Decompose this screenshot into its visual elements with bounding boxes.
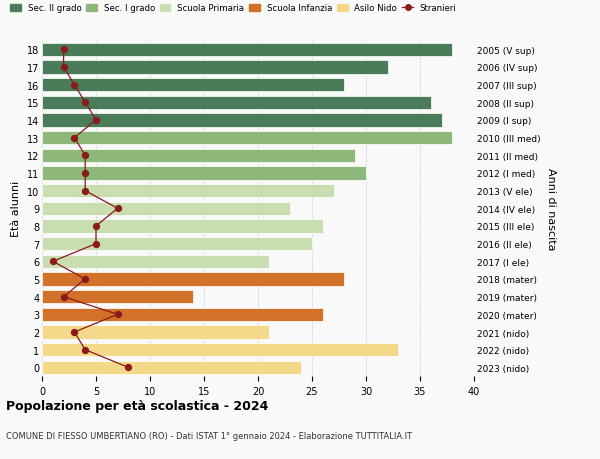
Bar: [42, 291, 193, 304]
Bar: [42, 149, 355, 162]
Point: [59, 46, 68, 54]
Point: [91, 223, 101, 230]
Point: [70, 329, 79, 336]
Point: [70, 82, 79, 89]
Point: [80, 346, 90, 353]
Bar: [42, 326, 269, 339]
Bar: [42, 255, 269, 269]
Bar: [42, 167, 366, 180]
Bar: [42, 273, 344, 286]
Point: [70, 134, 79, 142]
Y-axis label: Età alunni: Età alunni: [11, 181, 21, 237]
Bar: [42, 237, 312, 251]
Point: [59, 64, 68, 72]
Point: [80, 276, 90, 283]
Point: [80, 152, 90, 160]
Bar: [42, 220, 323, 233]
Text: COMUNE DI FIESSO UMBERTIANO (RO) - Dati ISTAT 1° gennaio 2024 - Elaborazione TUT: COMUNE DI FIESSO UMBERTIANO (RO) - Dati …: [6, 431, 412, 441]
Y-axis label: Anni di nascita: Anni di nascita: [546, 168, 556, 250]
Point: [113, 311, 122, 319]
Bar: [42, 79, 344, 92]
Text: Popolazione per età scolastica - 2024: Popolazione per età scolastica - 2024: [6, 399, 268, 412]
Bar: [42, 96, 431, 110]
Bar: [42, 308, 323, 321]
Bar: [42, 361, 301, 374]
Bar: [42, 44, 452, 57]
Legend: Sec. II grado, Sec. I grado, Scuola Primaria, Scuola Infanzia, Asilo Nido, Stran: Sec. II grado, Sec. I grado, Scuola Prim…: [10, 4, 457, 13]
Bar: [42, 185, 334, 198]
Point: [59, 293, 68, 301]
Bar: [42, 343, 398, 357]
Bar: [42, 202, 290, 215]
Point: [48, 258, 58, 265]
Point: [80, 170, 90, 177]
Bar: [42, 61, 388, 74]
Point: [80, 99, 90, 106]
Point: [80, 188, 90, 195]
Bar: [42, 132, 452, 145]
Point: [124, 364, 133, 371]
Point: [91, 241, 101, 248]
Bar: [42, 114, 442, 127]
Point: [113, 205, 122, 213]
Point: [91, 117, 101, 124]
